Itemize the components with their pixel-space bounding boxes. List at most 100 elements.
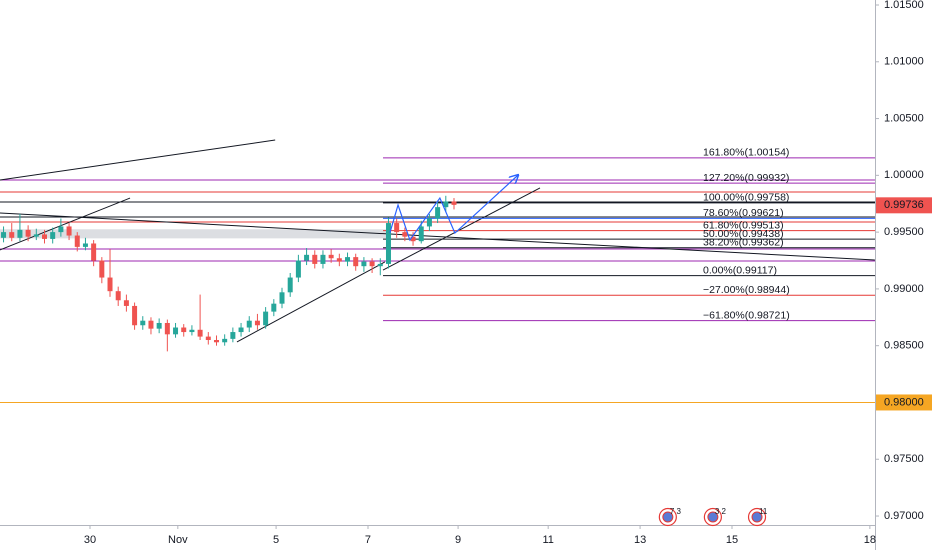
candle-body [435,207,441,219]
trend-line [236,261,386,343]
projection-path [389,175,518,242]
trend-line [0,197,131,251]
candle-body [287,277,293,293]
y-tick-label: 0.99500 [884,226,924,238]
event-flag-inner [707,511,719,523]
candle-body [353,257,359,267]
zone [0,229,390,239]
candle-body [279,292,285,304]
candle-body [213,340,219,343]
y-tick-label: 0.97500 [884,453,924,465]
last-price-label-box [876,197,932,214]
candle-body [369,261,375,267]
y-tick-label: 0.98500 [884,340,924,352]
candle-body [222,338,228,343]
candle-body [58,226,64,233]
candle-body [123,300,129,306]
candle-body [17,229,23,238]
y-tick-label: 1.01500 [884,0,924,11]
event-flag-inner [751,511,763,523]
candle-body [426,218,432,227]
trend-line [0,139,276,181]
candle-body [451,201,457,205]
candle-body [410,236,416,242]
y-tick-label: 0.97000 [884,510,924,522]
candle-body [418,226,424,242]
candle-body [189,329,195,333]
candle-body [205,336,211,341]
candle-body [156,322,162,329]
candle-body [328,254,334,259]
fib-label: 38.20%(0.99362) [703,237,784,249]
event-label: 3 2 [715,507,727,516]
y-tick-label: 1.01000 [884,56,924,68]
candle-body [82,243,88,247]
x-tick-label: 11 [542,534,553,546]
y-tick-label: 1.00500 [884,112,924,124]
candle-body [91,243,97,261]
event-label: 7 3 [670,507,682,516]
fib-label: 50.00%(0.99438) [703,228,784,240]
y-tick-label: 0.99000 [884,283,924,295]
trend-line [0,212,875,261]
candle-body [50,232,56,239]
candle-body [33,234,39,237]
last-price-label: 0.99736 [884,199,924,211]
candle-body [295,260,301,278]
candle-body [246,320,252,328]
x-tick-label: Nov [168,534,188,546]
fib-label: 78.60%(0.99621) [703,207,784,219]
alert-price-label: 0.98000 [884,396,924,408]
candle-body [385,223,391,264]
candle-body [181,327,187,333]
candle-body [148,320,154,329]
event-flag-inner [662,511,674,523]
candle-body [361,261,367,267]
candle-body [238,327,244,333]
candle-body [9,232,15,238]
fib-label: 0.00%(0.99117) [703,264,777,276]
x-tick-label: 13 [634,534,646,546]
candle-body [41,234,47,239]
candle-body [336,258,342,262]
fib-label: 127.20%(0.99932) [703,172,789,184]
candle-body [197,329,203,337]
candle-body [443,201,449,208]
candle-body [164,322,170,335]
x-tick-label: 30 [84,534,96,546]
candle-body [66,226,72,236]
candle-body [1,232,7,238]
candle-body [377,263,383,267]
candle-body [394,223,400,233]
fib-label: 100.00%(0.99758) [703,192,789,204]
candle-body [173,327,179,335]
candle-body [320,254,326,264]
fib-label: −27.00%(0.98944) [703,284,790,296]
candle-body [99,260,105,278]
x-tick-label: 18 [864,534,876,546]
candle-body [271,303,277,312]
x-tick-label: 5 [273,534,279,546]
candle-body [312,254,318,264]
candle-body [254,320,260,326]
x-tick-label: 9 [455,534,461,546]
candle-body [132,305,138,326]
trend-line [382,187,541,271]
fib-label: −61.80%(0.98721) [703,309,790,321]
candle-body [345,257,351,262]
x-tick-label: 15 [726,534,738,546]
candle-body [115,291,121,301]
candle-body [304,254,310,261]
fib-label: 61.80%(0.99513) [703,219,784,231]
candle-body [74,235,80,247]
candle-body [402,232,408,237]
candle-body [230,332,236,339]
y-tick-label: 1.00000 [884,169,924,181]
fib-label: 161.80%(1.00154) [703,147,789,159]
candle-body [263,311,269,326]
candle-body [140,320,146,326]
alert-price-label-box [876,394,932,411]
candle-body [107,277,113,292]
